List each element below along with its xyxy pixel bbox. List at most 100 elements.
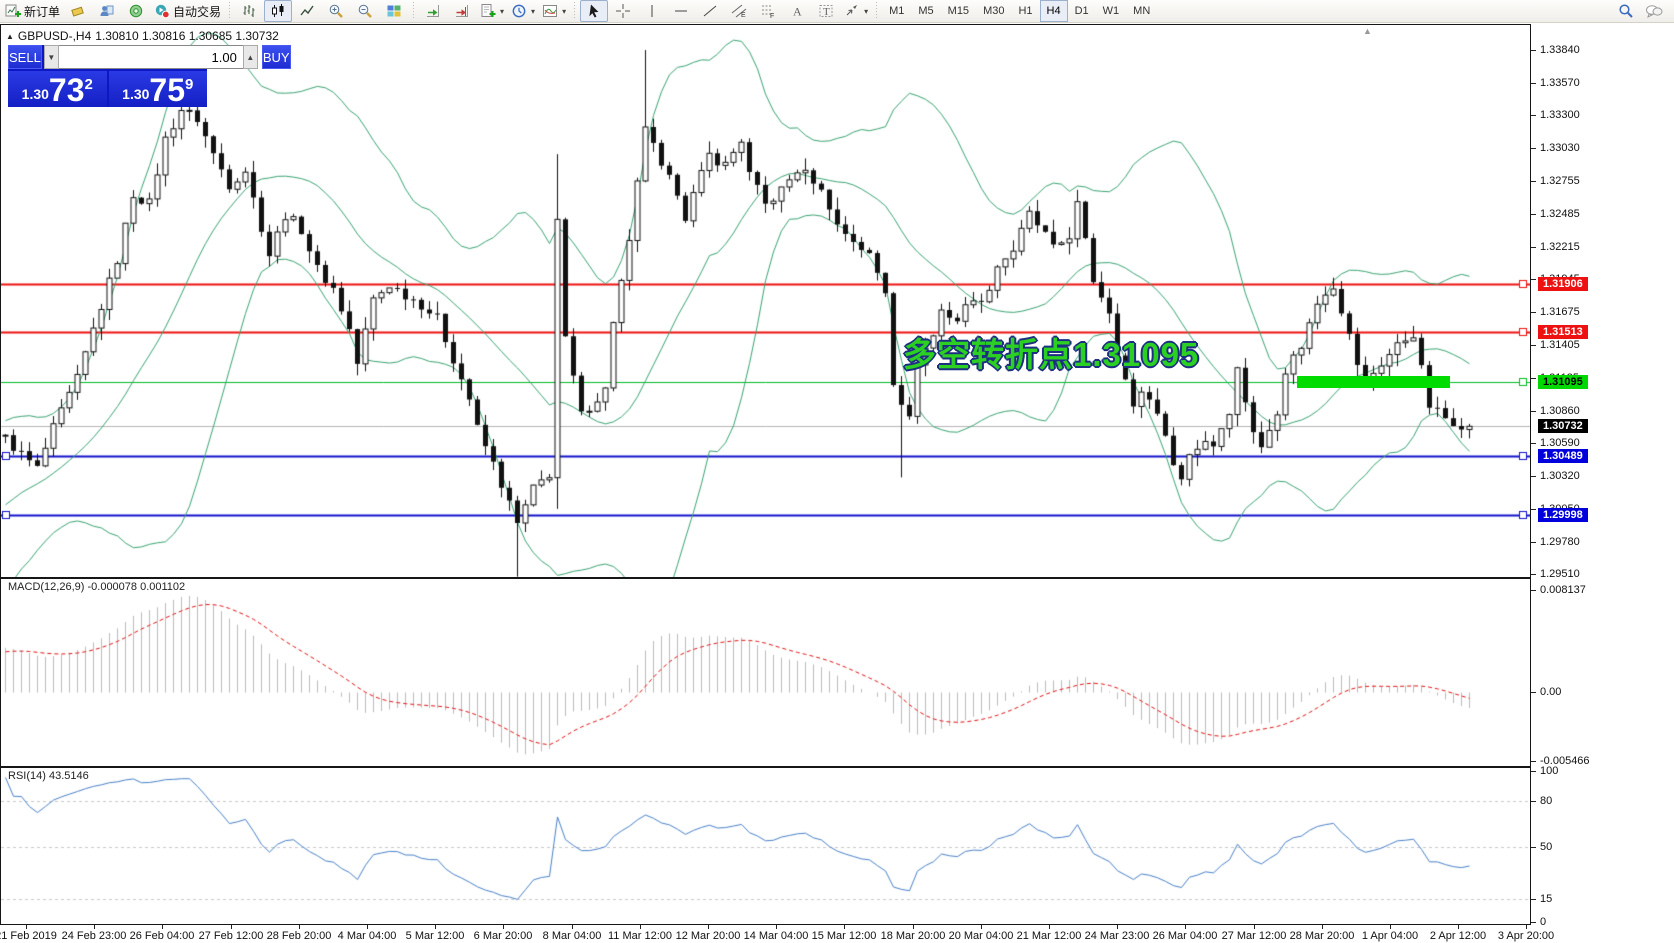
crosshair-tool-button[interactable] [609, 0, 637, 22]
timeframe-group: M1 M5 M15 M30 H1 H4 D1 W1 MN [882, 0, 1157, 22]
cursor-tool-button[interactable] [580, 0, 609, 22]
price-level-badge: 1.31095 [1538, 375, 1588, 389]
search-button[interactable] [1612, 0, 1640, 22]
line-chart-mode-button[interactable] [293, 0, 321, 22]
fibonacci-tool-button[interactable]: F [754, 0, 782, 22]
templates-button[interactable]: ▾ [477, 0, 507, 22]
vertical-line-icon [651, 5, 653, 17]
time-tick [572, 925, 573, 929]
buy-button[interactable]: BUY [261, 45, 291, 69]
timeframe-button-d1[interactable]: D1 [1074, 5, 1089, 17]
timeframe-button-h1[interactable]: H1 [1018, 5, 1033, 17]
zoom-in-button[interactable] [322, 0, 350, 22]
macd-tick [1531, 692, 1536, 693]
indicators-button[interactable]: ▾ [539, 0, 569, 22]
text-tool-button[interactable]: A [783, 0, 811, 22]
community-button[interactable] [1640, 0, 1668, 22]
profiles-button[interactable] [93, 0, 121, 22]
price-tick-label: 1.33300 [1540, 109, 1580, 121]
chart-shift-marker-icon[interactable]: ▲ [1363, 26, 1372, 36]
zoom-out-button[interactable] [351, 0, 379, 22]
one-click-collapse-icon[interactable]: ▲ [6, 31, 14, 41]
macd-label: MACD(12,26,9) -0.000078 0.001102 [8, 581, 185, 593]
new-order-button[interactable]: 新订单 [2, 0, 63, 22]
text-icon: A [793, 5, 802, 19]
channel-tool-button[interactable]: E [725, 0, 753, 22]
candlestick-icon [272, 4, 284, 17]
buy-price-pip: 9 [185, 76, 194, 93]
price-tick [1531, 411, 1536, 412]
time-tick-label: 11 Mar 12:00 [607, 930, 673, 942]
trendline-tool-button[interactable] [696, 0, 724, 22]
time-tick-label: 12 Mar 20:00 [675, 930, 741, 942]
buy-price[interactable]: 1.30 75 9 [108, 71, 207, 107]
timeframe-button-m15[interactable]: M15 [947, 5, 970, 17]
sell-price-big: 73 [48, 72, 85, 108]
time-tick-label: 8 Mar 04:00 [542, 930, 602, 942]
price-tick-label: 1.29780 [1540, 536, 1580, 548]
autotrading-icon [155, 4, 170, 19]
time-tick [1526, 925, 1527, 929]
time-tick [299, 925, 300, 929]
price-tick [1531, 115, 1536, 116]
timeframe-button-mn[interactable]: MN [1133, 5, 1151, 17]
rsi-tick [1531, 899, 1536, 900]
price-chart-canvas[interactable] [1, 25, 1530, 577]
timeframe-button-m1[interactable]: M1 [889, 5, 905, 17]
toolbar-separator [227, 2, 233, 20]
time-tick-label: 14 Mar 04:00 [743, 930, 809, 942]
time-tick-label: 26 Feb 04:00 [129, 930, 195, 942]
price-tick [1531, 378, 1536, 379]
sell-button[interactable]: SELL [8, 45, 42, 69]
macd-value-1: -0.000078 [87, 581, 138, 593]
autotrading-label: 自动交易 [173, 4, 222, 19]
rsi-name: RSI(14) [8, 770, 46, 782]
arrows-tool-button[interactable]: ▾ [841, 0, 871, 22]
time-tick-label: 26 Mar 04:00 [1152, 930, 1218, 942]
sell-price[interactable]: 1.30 73 2 [8, 71, 107, 107]
new-chart-button[interactable] [64, 0, 92, 22]
time-tick-label: 27 Mar 12:00 [1221, 930, 1287, 942]
price-level-badge: 1.30489 [1538, 449, 1588, 463]
tile-windows-button[interactable] [380, 0, 408, 22]
navigator-icon [129, 4, 143, 18]
volume-increase-button[interactable]: ▲ [242, 45, 258, 69]
timeframe-button-h4[interactable]: H4 [1039, 0, 1068, 22]
periods-button[interactable]: ▾ [508, 0, 538, 22]
toolbar-separator [874, 2, 880, 20]
macd-tick-label: -0.005466 [1540, 755, 1590, 767]
candlestick-mode-button[interactable] [264, 0, 293, 22]
templates-icon [481, 4, 496, 17]
highlight-rectangle [1297, 376, 1450, 388]
horizontal-line-tool-button[interactable] [667, 0, 695, 22]
price-level-badge: 1.31906 [1538, 277, 1588, 291]
rsi-canvas[interactable] [1, 768, 1530, 924]
autotrading-button[interactable]: 自动交易 [151, 0, 224, 22]
auto-scroll-button[interactable] [419, 0, 447, 22]
time-tick-label: 6 Mar 20:00 [473, 930, 533, 942]
tile-windows-icon [387, 5, 401, 17]
time-tick [708, 925, 709, 929]
timeframe-button-m30[interactable]: M30 [983, 5, 1005, 17]
sell-price-pip: 2 [84, 76, 93, 93]
timeframe-button-m5[interactable]: M5 [918, 5, 934, 17]
time-tick-label: 21 Mar 12:00 [1016, 930, 1082, 942]
bar-chart-mode-button[interactable] [235, 0, 263, 22]
text-label-tool-button[interactable]: T [812, 0, 840, 22]
volume-decrease-button[interactable]: ▼ [43, 45, 59, 69]
chart-symbol-period: GBPUSD-,H4 [17, 29, 92, 43]
svg-text:A: A [793, 5, 802, 19]
zoom-in-icon [329, 4, 343, 18]
macd-tick [1531, 761, 1536, 762]
navigator-button[interactable] [122, 0, 150, 22]
timeframe-button-w1[interactable]: W1 [1102, 5, 1120, 17]
time-axis: 21 Feb 2019 24 Feb 23:00 26 Feb 04:00 27 Fe… [0, 925, 1554, 943]
price-tick-label: 1.31675 [1540, 306, 1580, 318]
macd-canvas[interactable] [1, 579, 1530, 766]
vertical-line-tool-button[interactable] [638, 0, 666, 22]
price-tick [1531, 214, 1536, 215]
chart-shift-button[interactable] [448, 0, 476, 22]
cursor-icon [589, 4, 599, 18]
volume-input[interactable] [58, 45, 243, 69]
